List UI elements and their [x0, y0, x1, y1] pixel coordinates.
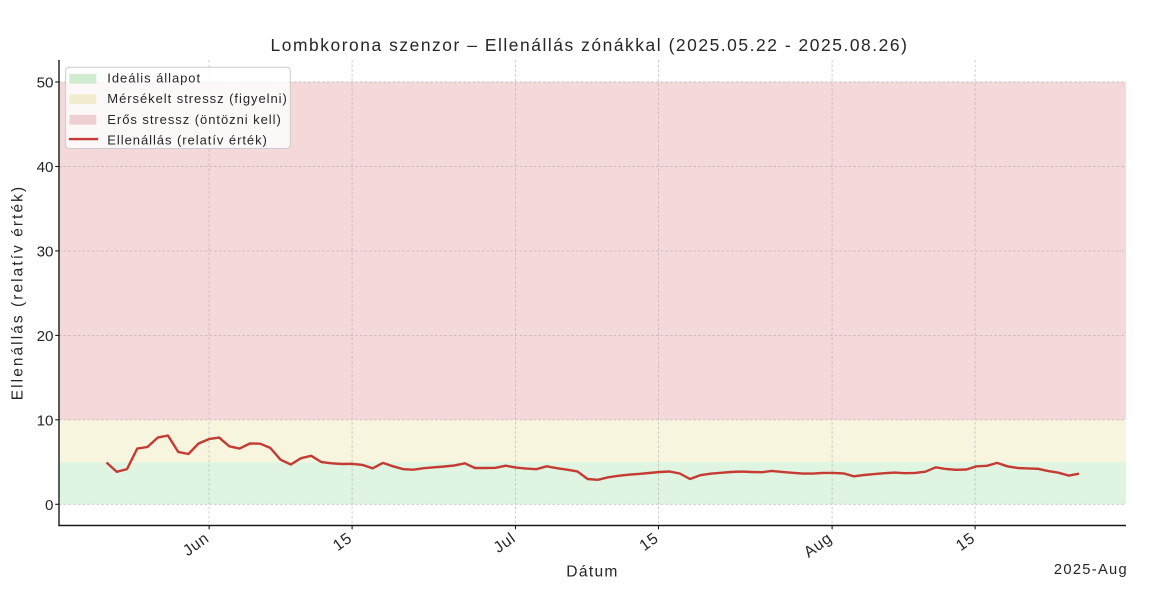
svg-text:Ideális állapot: Ideális állapot — [107, 71, 201, 86]
svg-text:15: 15 — [953, 530, 979, 555]
svg-text:Ellenállás (relatív érték): Ellenállás (relatív érték) — [107, 132, 268, 147]
svg-text:30: 30 — [37, 244, 54, 261]
svg-text:Ellenállás (relatív érték): Ellenállás (relatív érték) — [9, 185, 26, 400]
svg-text:10: 10 — [37, 413, 54, 430]
svg-text:Lombkorona szenzor – Ellenállá: Lombkorona szenzor – Ellenállás zónákkal… — [271, 35, 909, 55]
svg-text:15: 15 — [330, 530, 356, 555]
svg-text:15: 15 — [637, 530, 663, 555]
svg-text:Jun: Jun — [180, 530, 213, 560]
svg-text:Mérsékelt stressz (figyelni): Mérsékelt stressz (figyelni) — [107, 91, 287, 106]
svg-text:20: 20 — [37, 328, 54, 345]
svg-text:Jul: Jul — [491, 530, 519, 557]
svg-text:0: 0 — [45, 497, 53, 514]
svg-text:40: 40 — [37, 159, 54, 176]
svg-text:Aug: Aug — [801, 530, 836, 562]
svg-text:Dátum: Dátum — [566, 563, 618, 580]
svg-text:2025-Aug: 2025-Aug — [1054, 562, 1128, 578]
svg-text:Erős stressz (öntözni kell): Erős stressz (öntözni kell) — [107, 112, 281, 127]
svg-text:50: 50 — [37, 75, 54, 92]
